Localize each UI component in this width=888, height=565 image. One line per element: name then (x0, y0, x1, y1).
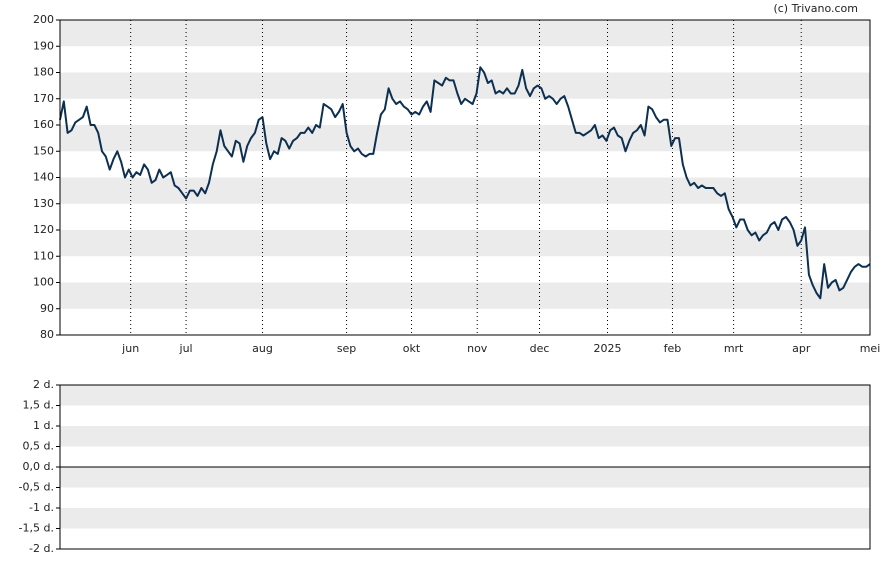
grid-band (60, 426, 870, 447)
plot-frame (59, 384, 871, 550)
x-tick-label: sep (337, 342, 356, 355)
y-tick-label: 1 d. (33, 419, 54, 432)
y-tick-label: 120 (33, 223, 54, 236)
plot-frame (59, 19, 871, 336)
grid-band (60, 72, 870, 99)
grid-band (60, 230, 870, 257)
y-tick-label: -1 d. (29, 501, 54, 514)
x-tick-label: feb (664, 342, 682, 355)
y-tick-label: 180 (33, 66, 54, 79)
grid-band (60, 125, 870, 152)
y-tick-label: 80 (40, 328, 54, 341)
y-tick-label: 160 (33, 118, 54, 131)
grid-band (60, 385, 870, 406)
grid-band (60, 508, 870, 529)
y-tick-label: 90 (40, 302, 54, 315)
y-tick-label: 170 (33, 92, 54, 105)
y-tick-label: -0,5 d. (19, 481, 54, 494)
y-tick-label: 1,5 d. (23, 399, 54, 412)
grid-band (60, 20, 870, 47)
x-tick-label: apr (792, 342, 811, 355)
y-tick-label: 190 (33, 39, 54, 52)
price-line (59, 66, 871, 300)
x-tick-label: dec (530, 342, 550, 355)
source-label: (c) Trivano.com (773, 2, 858, 15)
grid-band (60, 177, 870, 204)
x-tick-label: nov (467, 342, 488, 355)
y-tick-label: 0,0 d. (23, 460, 54, 473)
x-tick-label: okt (403, 342, 421, 355)
y-tick-label: 100 (33, 276, 54, 289)
x-tick-label: aug (252, 342, 273, 355)
y-tick-label: 2 d. (33, 378, 54, 391)
y-tick-label: 150 (33, 144, 54, 157)
y-tick-label: -1,5 d. (19, 522, 54, 535)
grid-band (60, 467, 870, 488)
x-tick-label: 2025 (594, 342, 622, 355)
x-tick-label: mrt (724, 342, 744, 355)
y-tick-label: 130 (33, 197, 54, 210)
x-tick-label: jul (179, 342, 193, 355)
grid-band (60, 282, 870, 309)
x-tick-label: mei (860, 342, 881, 355)
y-tick-label: 200 (33, 13, 54, 26)
y-tick-label: 140 (33, 171, 54, 184)
y-tick-label: -2 d. (29, 542, 54, 555)
x-tick-label: jun (121, 342, 139, 355)
y-tick-label: 110 (33, 249, 54, 262)
y-tick-label: 0,5 d. (23, 440, 54, 453)
